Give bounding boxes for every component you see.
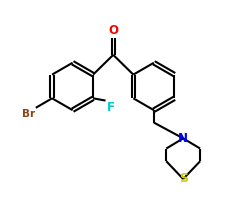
Text: Br: Br: [22, 109, 35, 119]
Text: N: N: [178, 132, 188, 145]
Text: F: F: [107, 101, 115, 114]
Text: O: O: [108, 24, 118, 37]
Text: S: S: [179, 172, 188, 185]
